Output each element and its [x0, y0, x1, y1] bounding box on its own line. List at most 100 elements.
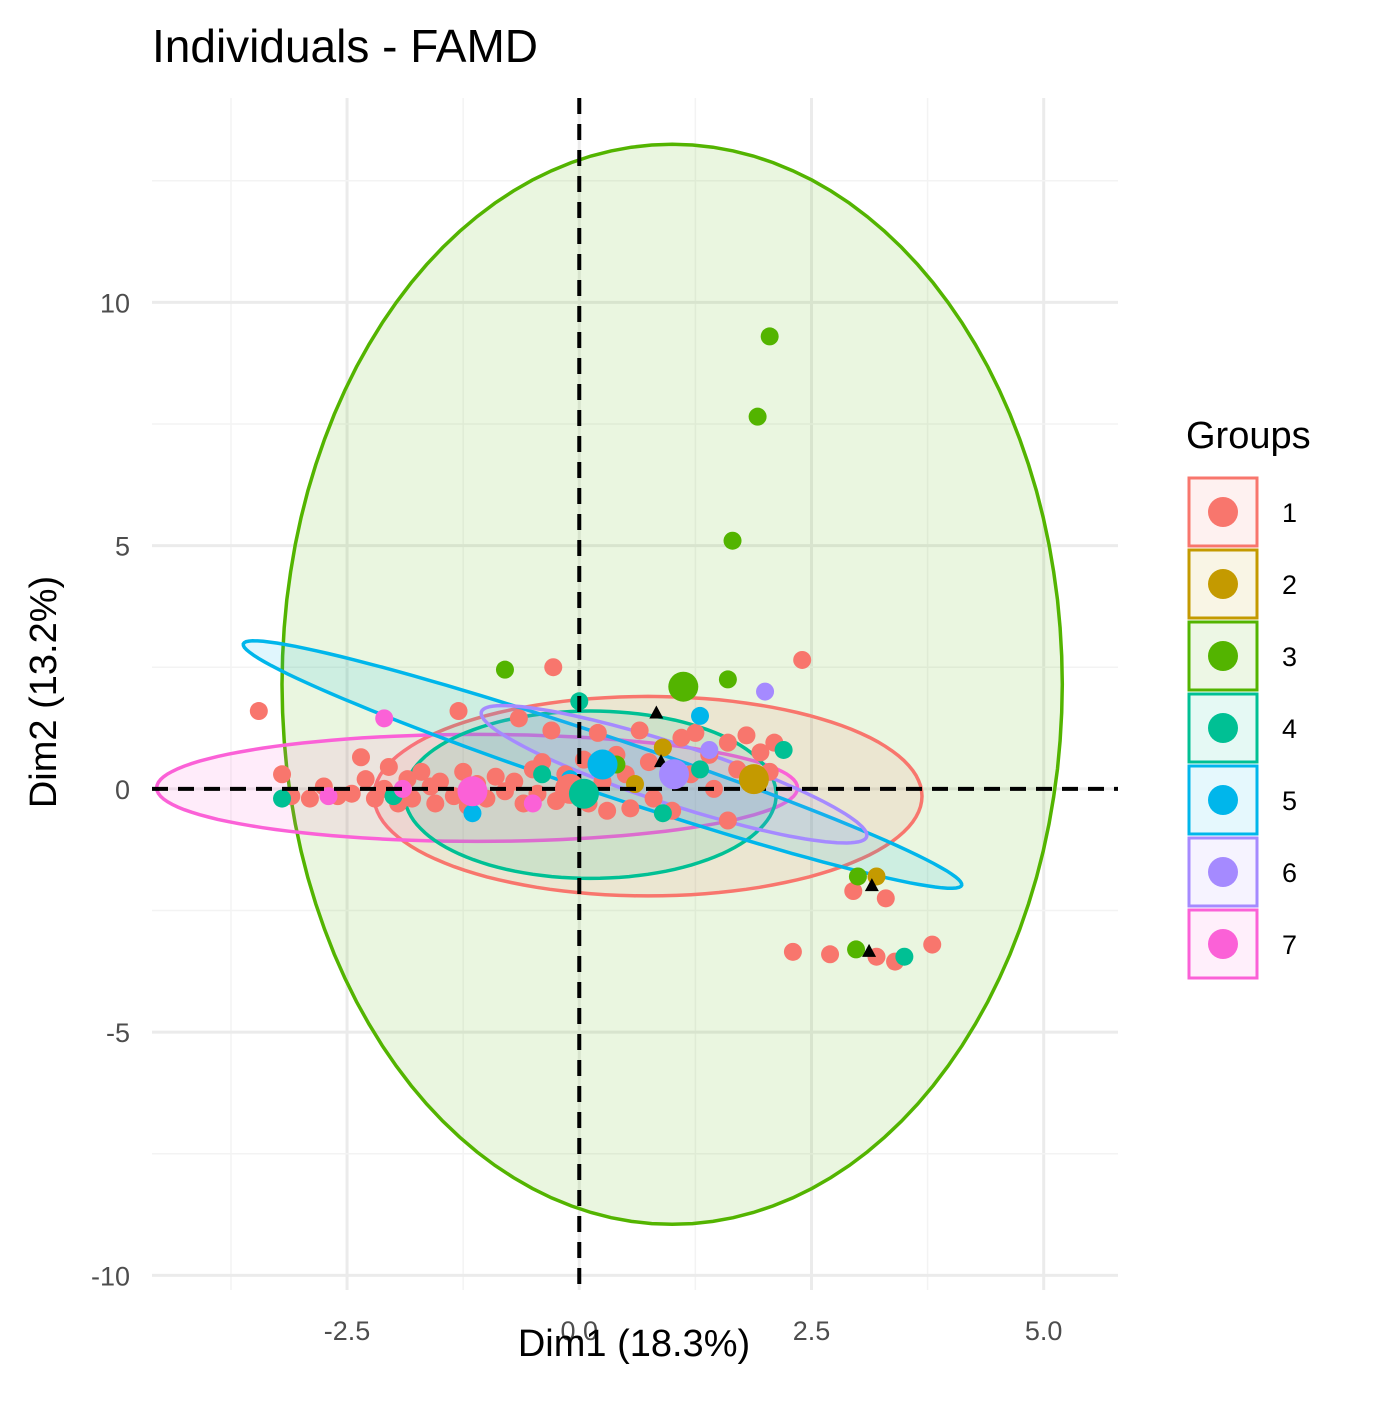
reference-lines — [152, 98, 1118, 1290]
legend-label-5: 5 — [1282, 786, 1297, 816]
group-centroids — [457, 671, 769, 809]
point-group-1 — [737, 726, 756, 745]
point-group-1 — [630, 721, 649, 740]
y-tick-label: -5 — [106, 1018, 130, 1048]
legend-label-1: 1 — [1282, 498, 1297, 528]
point-group-6 — [700, 740, 719, 759]
point-group-1 — [923, 935, 942, 954]
point-group-1 — [821, 945, 840, 964]
y-tick-label: -10 — [91, 1261, 130, 1291]
centroid-group-7 — [457, 776, 488, 807]
point-group-1 — [505, 772, 524, 791]
point-group-3 — [495, 660, 514, 679]
point-group-1 — [644, 789, 663, 808]
triangle-marker — [649, 705, 664, 719]
point-group-1 — [273, 765, 292, 784]
point-group-3 — [723, 531, 742, 550]
point-group-1 — [751, 743, 770, 762]
legend-label-6: 6 — [1282, 858, 1297, 888]
point-group-1 — [588, 723, 607, 742]
point-group-1 — [356, 770, 375, 789]
x-tick-label: 0.0 — [560, 1316, 598, 1346]
x-axis-title: Dim1 (18.3%) — [518, 1323, 750, 1365]
data-points — [249, 327, 942, 971]
centroid-group-2 — [738, 764, 769, 795]
x-tick-label: 2.5 — [793, 1316, 831, 1346]
legend-marker-4 — [1208, 713, 1238, 743]
point-group-1 — [783, 942, 802, 961]
centroid-group-3 — [668, 671, 699, 702]
point-group-1 — [412, 762, 431, 781]
legend-marker-1 — [1208, 497, 1238, 527]
point-group-4 — [533, 765, 552, 784]
legend-title: Groups — [1186, 415, 1311, 457]
point-group-1 — [686, 723, 705, 742]
point-group-1 — [598, 801, 617, 820]
legend-label-4: 4 — [1282, 714, 1297, 744]
point-group-1 — [672, 728, 691, 747]
legend-marker-6 — [1208, 857, 1238, 887]
point-group-3 — [760, 327, 779, 346]
centroid-group-5 — [587, 749, 618, 780]
point-group-3 — [718, 670, 737, 689]
legend-key-2 — [1187, 548, 1259, 620]
legend-label-3: 3 — [1282, 642, 1297, 672]
point-group-5 — [463, 804, 482, 823]
legend: Groups 1 2 3 4 5 6 7 — [1186, 415, 1311, 980]
x-tick-label: 5.0 — [1025, 1316, 1063, 1346]
point-group-7 — [523, 794, 542, 813]
point-group-1 — [876, 889, 895, 908]
point-group-1 — [718, 811, 737, 830]
centroid-group-6 — [659, 759, 690, 790]
point-group-4 — [653, 804, 672, 823]
triangle-marker — [862, 943, 877, 957]
point-group-1 — [509, 709, 528, 728]
point-group-1 — [379, 757, 398, 776]
y-tick-label: 10 — [100, 288, 130, 318]
legend-label-2: 2 — [1282, 570, 1297, 600]
point-group-5 — [691, 706, 710, 725]
point-group-1 — [430, 772, 449, 791]
point-group-4 — [895, 947, 914, 966]
chart-title: Individuals - FAMD — [152, 20, 538, 72]
point-group-1 — [449, 702, 468, 721]
point-group-1 — [426, 794, 445, 813]
point-group-1 — [300, 789, 319, 808]
legend-marker-3 — [1208, 641, 1238, 671]
point-group-1 — [718, 733, 737, 752]
point-group-1 — [544, 658, 563, 677]
point-group-3 — [848, 867, 867, 886]
point-group-6 — [756, 682, 775, 701]
y-axis-ticks: -10 -5 0 5 10 — [91, 288, 130, 1291]
point-group-2 — [653, 738, 672, 757]
point-group-4 — [774, 740, 793, 759]
point-group-7 — [319, 787, 338, 806]
point-group-1 — [793, 650, 812, 669]
point-group-1 — [454, 762, 473, 781]
legend-marker-2 — [1208, 569, 1238, 599]
triangle-marker — [864, 878, 879, 892]
legend-marker-5 — [1208, 785, 1238, 815]
point-group-3 — [748, 407, 767, 426]
point-group-1 — [621, 799, 640, 818]
legend-marker-7 — [1208, 929, 1238, 959]
y-axis-title: Dim2 (13.2%) — [23, 576, 65, 808]
point-group-3 — [847, 940, 866, 959]
point-group-4 — [691, 760, 710, 779]
point-group-1 — [542, 721, 561, 740]
point-group-1 — [639, 753, 658, 772]
centroid-group-4 — [568, 778, 599, 809]
x-tick-label: -2.5 — [324, 1316, 371, 1346]
confidence-ellipses — [154, 142, 1065, 1227]
point-group-4 — [273, 789, 292, 808]
legend-label-7: 7 — [1282, 930, 1297, 960]
point-group-7 — [375, 709, 394, 728]
point-group-1 — [844, 882, 863, 901]
point-group-1 — [249, 702, 268, 721]
y-tick-label: 5 — [115, 532, 130, 562]
x-axis-ticks: -2.5 0.0 2.5 5.0 — [324, 1316, 1063, 1346]
point-group-7 — [393, 779, 412, 798]
point-group-1 — [351, 748, 370, 767]
y-tick-label: 0 — [115, 775, 130, 805]
